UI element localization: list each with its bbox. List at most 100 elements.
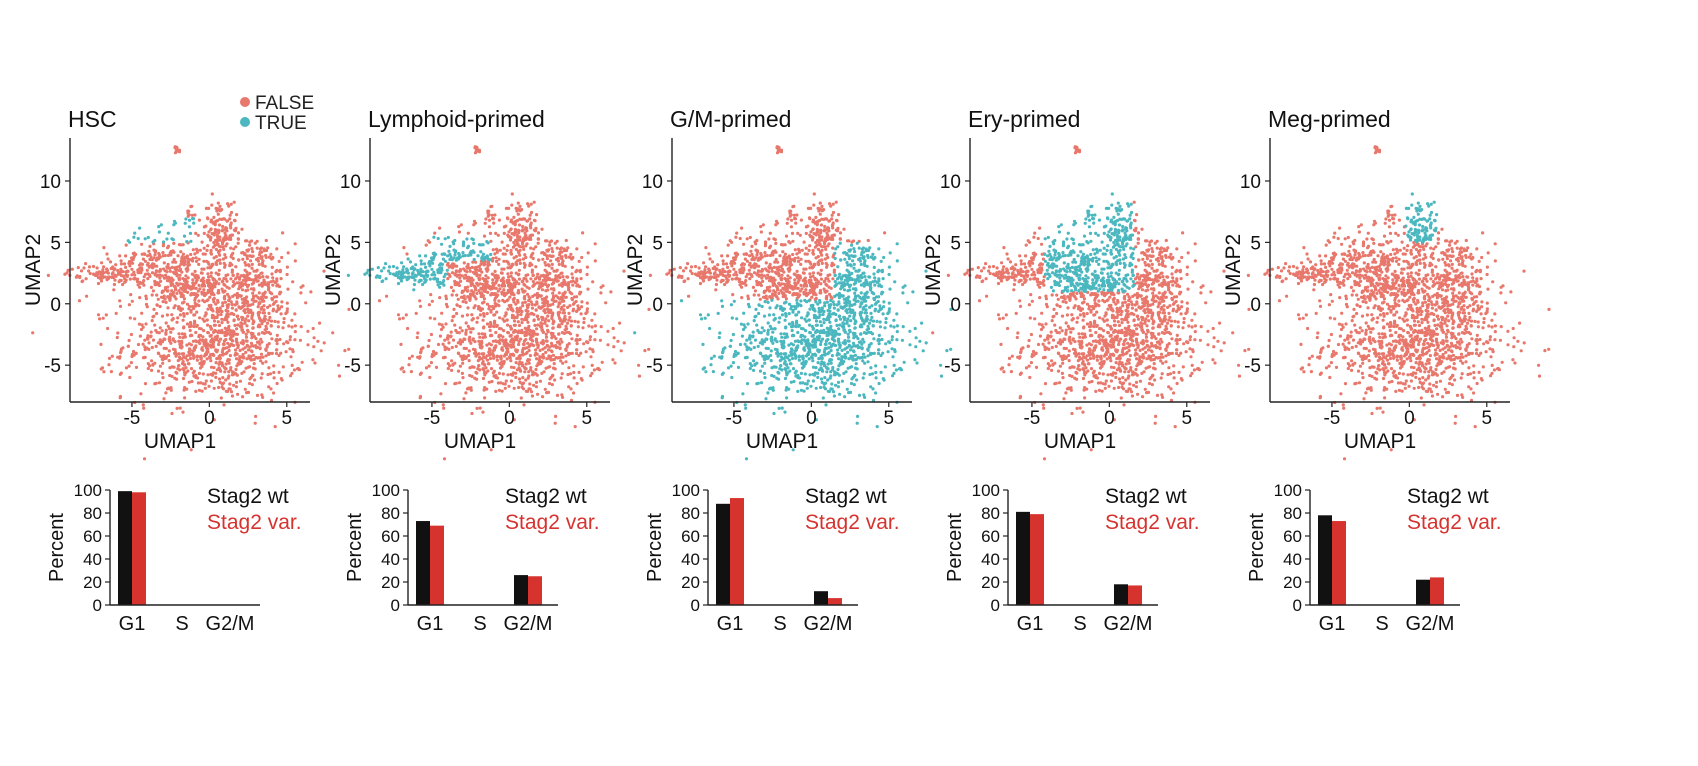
umap-point-false (799, 218, 804, 222)
umap-point-false (509, 379, 513, 383)
umap-point-false (279, 312, 283, 316)
umap-point-false (788, 214, 792, 218)
umap-point-false (541, 352, 545, 357)
umap-point-true (731, 361, 736, 365)
umap-point-false (151, 362, 155, 366)
umap-point-false (258, 346, 262, 350)
umap-point-false (184, 277, 188, 281)
umap-point-false (575, 279, 579, 283)
umap-point-false (192, 324, 196, 329)
umap-point-false (500, 240, 504, 244)
umap-point-false (156, 341, 160, 345)
umap-point-false (245, 270, 249, 274)
umap-point-false (202, 354, 207, 358)
umap-point-false (228, 354, 232, 358)
umap-point-false (698, 281, 703, 286)
umap-point-false (488, 356, 493, 361)
umap-point-true (442, 275, 446, 279)
umap-point-false (515, 209, 519, 213)
umap-point-false (549, 341, 554, 345)
umap-point-false (122, 262, 127, 266)
umap-point-false (197, 326, 202, 331)
umap-point-false (819, 282, 823, 286)
umap-point-false (738, 283, 742, 287)
umap-point-false (762, 290, 766, 295)
umap-point-false (512, 300, 516, 304)
umap-point-false (109, 370, 113, 374)
umap-point-false (178, 273, 182, 277)
umap-point-false (116, 355, 120, 359)
umap-point-false (158, 255, 162, 259)
umap-point-false (229, 246, 233, 250)
umap-point-false (103, 275, 107, 279)
umap-point-false (347, 347, 351, 351)
umap-point-false (238, 355, 242, 359)
umap-point-false (252, 357, 256, 361)
umap-point-false (514, 219, 518, 223)
umap-point-false (179, 250, 183, 254)
umap-point-false (256, 259, 260, 263)
umap-point-false (286, 287, 290, 291)
umap-point-false (535, 341, 539, 345)
umap-point-true (424, 254, 428, 258)
umap-point-false (223, 370, 227, 374)
umap-point-false (531, 280, 535, 284)
umap-point-false (262, 311, 266, 315)
umap-point-false (242, 309, 246, 313)
umap-point-false (428, 316, 432, 320)
umap-point-false (161, 254, 165, 258)
umap-point-false (510, 218, 514, 222)
umap-point-false (491, 281, 495, 285)
umap-point-false (516, 320, 520, 324)
umap-point-false (252, 287, 256, 291)
umap-point-false (178, 277, 182, 281)
umap-point-false (209, 248, 213, 252)
umap-point-false (162, 346, 166, 350)
umap-point-false (778, 265, 783, 269)
umap-point-false (814, 256, 818, 260)
umap-point-false (132, 254, 136, 258)
umap-point-false (488, 231, 493, 235)
umap-point-false (202, 360, 206, 364)
umap-point-false (114, 311, 118, 315)
umap-point-false (468, 387, 473, 391)
umap-point-false (489, 448, 493, 452)
umap-point-false (247, 381, 252, 386)
umap-point-false (463, 297, 467, 301)
umap-point-false (250, 262, 254, 266)
umap-point-false (153, 249, 158, 253)
umap-point-false (219, 337, 223, 341)
umap-point-false (249, 308, 253, 312)
umap-point-false (195, 358, 199, 362)
umap-point-false (119, 270, 123, 274)
umap-point-false (575, 295, 579, 299)
umap-point-false (569, 280, 573, 284)
umap-point-false (162, 261, 166, 265)
umap-point-false (235, 275, 239, 279)
umap-point-false (222, 342, 226, 346)
umap-point-false (820, 209, 824, 213)
umap-point-false (130, 299, 134, 303)
umap-point-false (276, 308, 280, 312)
umap-point-false (521, 376, 525, 380)
umap-point-false (220, 217, 224, 221)
umap-point-false (142, 279, 146, 283)
umap-point-false (746, 294, 750, 298)
umap-point-false (156, 369, 161, 373)
umap-point-false (137, 322, 141, 326)
umap-point-false (187, 380, 191, 384)
umap-point-false (227, 286, 231, 290)
umap-point-false (212, 319, 217, 323)
umap-point-true (854, 362, 858, 366)
umap-point-false (502, 329, 506, 333)
umap-point-false (211, 371, 216, 375)
umap-point-false (187, 209, 191, 213)
umap-point-false (759, 225, 763, 229)
umap-point-false (191, 281, 195, 285)
umap-point-false (812, 262, 817, 266)
umap-point-false (815, 227, 820, 232)
umap-point-false (186, 214, 190, 218)
umap-point-false (831, 221, 835, 225)
umap-point-false (762, 274, 767, 278)
umap-point-false (278, 337, 282, 342)
